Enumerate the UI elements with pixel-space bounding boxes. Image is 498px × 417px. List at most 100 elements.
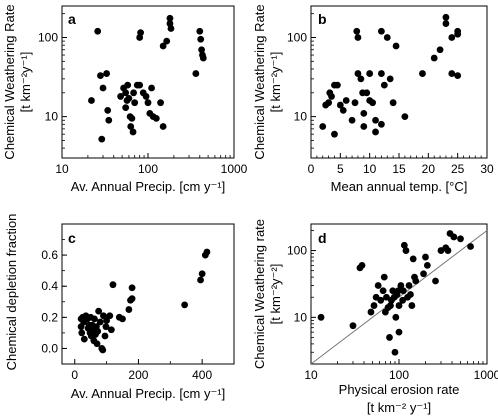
- data-point: [128, 295, 136, 303]
- data-point: [103, 70, 110, 77]
- data-point: [107, 326, 115, 334]
- data-point: [349, 322, 357, 330]
- data-point: [351, 99, 359, 107]
- data-point: [366, 70, 374, 77]
- data-point: [430, 54, 438, 62]
- data-point: [377, 296, 385, 304]
- panel-c-label: c: [68, 230, 76, 246]
- data-point: [198, 46, 205, 54]
- data-point: [436, 46, 444, 54]
- panel-c-xlabel: Av. Annual Precip. [cm y⁻¹]: [71, 386, 226, 401]
- data-point: [336, 101, 344, 109]
- data-point: [363, 89, 371, 97]
- x-tick-label: 10: [304, 368, 318, 382]
- data-point: [450, 233, 458, 241]
- panel-d-xlabel: Physical erosion rate: [339, 382, 460, 397]
- data-point: [196, 27, 204, 35]
- data-point: [197, 35, 205, 43]
- data-point: [192, 70, 200, 77]
- data-point: [197, 276, 204, 284]
- panel-c-frame: [61, 223, 235, 365]
- data-point: [379, 287, 387, 295]
- data-point: [129, 128, 137, 136]
- data-point: [166, 14, 174, 22]
- x-tick-label: 400: [192, 368, 212, 382]
- data-point: [432, 277, 439, 285]
- data-point: [96, 318, 104, 326]
- data-point: [370, 302, 378, 309]
- panel-c-ticks: 0 200 400 0.0 0.2 0.4 0.6: [41, 223, 235, 382]
- data-point: [372, 128, 379, 136]
- x-tick-label: 200: [128, 368, 148, 382]
- data-point: [88, 97, 95, 104]
- data-point: [442, 13, 450, 21]
- panel-c: c 0 200 400 0.0 0.2 0.4 0.6 Chemical depletion…: [4, 214, 235, 401]
- data-point: [125, 306, 133, 313]
- data-point: [412, 277, 420, 285]
- panel-d-xlabel-units: [t km⁻² y⁻¹]: [367, 400, 431, 415]
- data-point: [399, 287, 407, 295]
- panel-c-ylabel: Chemical depletion fraction: [4, 214, 19, 371]
- data-point: [423, 261, 431, 269]
- data-point: [80, 335, 88, 343]
- data-point: [104, 106, 112, 114]
- data-point: [130, 89, 137, 97]
- data-point: [319, 123, 327, 130]
- data-point: [152, 114, 160, 122]
- data-point: [198, 270, 206, 278]
- panel-d-points: [317, 230, 474, 356]
- data-point: [125, 94, 133, 102]
- data-point: [199, 54, 207, 62]
- data-point: [93, 340, 101, 348]
- x-tick-label: 20: [422, 162, 436, 176]
- x-tick-label: 30: [480, 162, 494, 176]
- data-point: [122, 104, 130, 112]
- data-point: [442, 20, 450, 27]
- x-tick-label: 0: [71, 368, 78, 382]
- data-point: [369, 99, 376, 107]
- panel-b-label: b: [318, 11, 327, 27]
- data-point: [101, 332, 109, 340]
- panel-a-ticks: 10 100 1000 10 100: [38, 13, 248, 176]
- data-point: [78, 329, 86, 337]
- data-point: [331, 130, 338, 138]
- data-point: [119, 315, 126, 323]
- y-tick-label: 100: [287, 30, 307, 44]
- data-point: [380, 273, 388, 281]
- data-point: [387, 302, 394, 309]
- panel-b: b 0 5 10 15 20 25 30 10 100 Chemical Weathering …: [252, 4, 494, 194]
- data-point: [386, 334, 393, 341]
- data-point: [142, 93, 150, 100]
- data-point: [203, 248, 211, 256]
- data-point: [407, 291, 414, 298]
- data-point: [392, 313, 400, 321]
- data-point: [448, 70, 456, 77]
- data-point: [328, 93, 335, 100]
- data-point: [372, 116, 379, 124]
- data-point: [159, 123, 167, 130]
- y-tick-label: 0.4: [41, 279, 58, 293]
- panel-b-ylabel-units: [t km⁻²y⁻¹]: [268, 52, 283, 113]
- data-point: [397, 282, 405, 289]
- data-point: [454, 72, 462, 79]
- panel-d-ylabel-units: [t km⁻²y⁻²]: [268, 264, 283, 325]
- data-point: [131, 99, 139, 107]
- data-point: [401, 113, 409, 121]
- data-point: [159, 42, 167, 50]
- data-point: [357, 75, 365, 83]
- data-point: [454, 27, 462, 35]
- data-point: [405, 282, 413, 289]
- data-point: [422, 253, 429, 261]
- data-point: [181, 301, 189, 309]
- data-point: [394, 287, 402, 295]
- data-point: [419, 70, 426, 77]
- data-point: [106, 312, 114, 320]
- data-point: [148, 84, 155, 92]
- data-point: [317, 313, 325, 321]
- y-tick-label: 0.0: [41, 341, 58, 355]
- data-point: [163, 37, 171, 45]
- data-point: [392, 42, 400, 50]
- data-point: [457, 235, 464, 243]
- panel-a-xlabel: Av. Annual Precip. [cm y⁻¹]: [71, 179, 226, 194]
